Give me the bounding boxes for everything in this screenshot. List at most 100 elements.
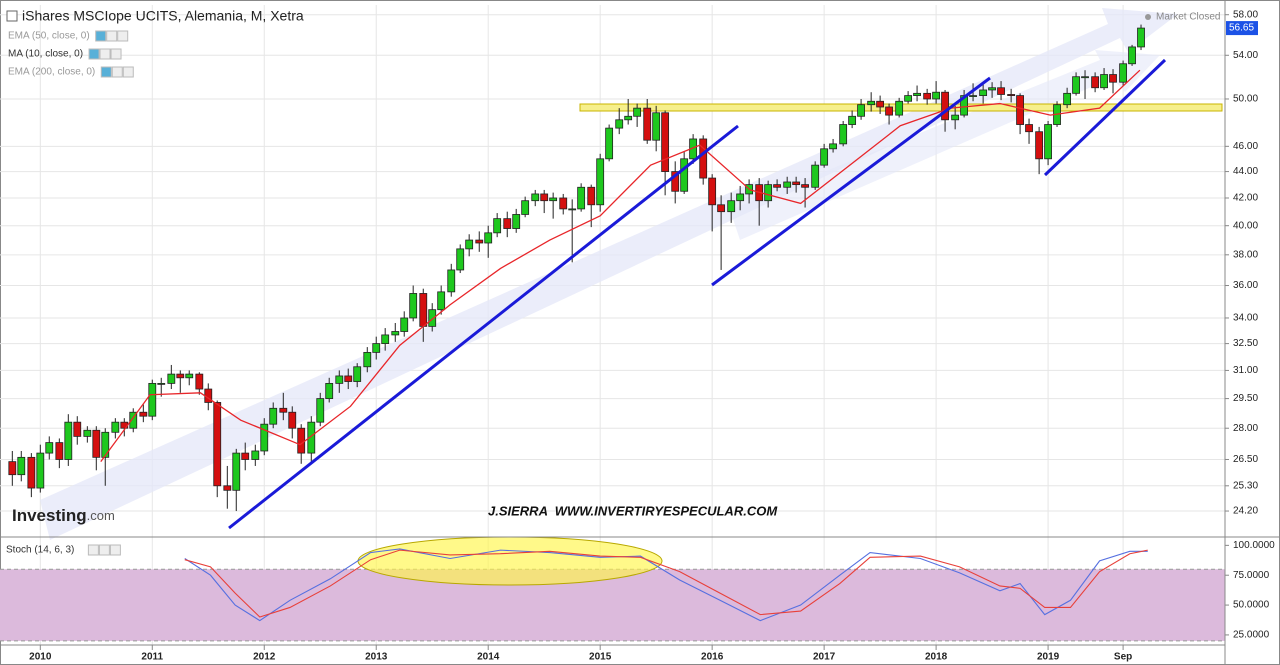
indicator-icon[interactable]	[122, 66, 134, 78]
y-tick-label: 46.00	[1233, 141, 1258, 152]
candle-body	[885, 106, 893, 116]
y-tick-label: 50.00	[1233, 94, 1258, 105]
candle-body	[736, 193, 745, 202]
candle-body	[232, 452, 241, 491]
indicator-label[interactable]: EMA (200, close, 0)	[8, 67, 95, 78]
candle-body	[176, 373, 185, 379]
candle-body	[428, 309, 437, 327]
indicator-label[interactable]: Stoch (14, 6, 3)	[6, 545, 74, 556]
trend-line	[1043, 58, 1167, 177]
indicator-lines	[100, 69, 1148, 622]
candle-body	[465, 239, 474, 250]
indicator-label[interactable]: MA (10, close, 0)	[8, 49, 83, 60]
candle-body	[587, 186, 596, 206]
candle-body	[652, 112, 661, 141]
candle-body	[895, 100, 904, 116]
y-tick-label: 38.00	[1233, 249, 1258, 260]
stoch-background	[0, 568, 1225, 642]
indicator-icon[interactable]	[106, 30, 118, 42]
indicator-icon[interactable]	[99, 48, 111, 60]
candle-body	[484, 232, 493, 244]
y-tick-label: 42.00	[1233, 193, 1258, 204]
x-tick-label: 2013	[365, 652, 388, 663]
candle-body	[1016, 95, 1024, 125]
y-tick-label: 40.00	[1233, 220, 1258, 231]
candle-body	[129, 411, 138, 429]
candle-body	[941, 91, 949, 121]
candle-body	[1072, 76, 1080, 94]
candle-body	[923, 92, 932, 100]
candle-body	[363, 351, 372, 368]
y-tick-label: 31.00	[1233, 365, 1258, 376]
x-tick-label: 2010	[29, 652, 52, 663]
indicator-icon[interactable]	[87, 544, 99, 556]
indicator-icon[interactable]	[88, 48, 100, 60]
indicator-icon[interactable]	[109, 544, 121, 556]
candle-body	[605, 127, 614, 160]
candle-body	[185, 373, 194, 379]
candle-body	[372, 343, 381, 353]
candle-body	[381, 334, 390, 344]
candle-body	[1100, 74, 1108, 89]
candle-body	[8, 461, 17, 476]
oscillator-line	[184, 549, 1148, 618]
candle-body	[988, 87, 996, 91]
candle-body	[773, 184, 782, 188]
candle-body	[195, 373, 204, 390]
y-tick-label: 75.0000	[1233, 570, 1270, 581]
candle-body	[829, 143, 837, 150]
candle-body	[680, 158, 689, 192]
candle-body	[783, 181, 792, 188]
trend-arrow	[40, 8, 1178, 540]
indicator-icon[interactable]	[95, 30, 107, 42]
indicator-icon[interactable]	[111, 66, 123, 78]
x-tick-label: 2017	[813, 652, 836, 663]
moving-average-line	[100, 69, 1141, 463]
candle-body	[913, 92, 921, 96]
y-tick-label: 25.30	[1233, 480, 1258, 491]
candle-body	[979, 89, 988, 96]
indicator-icon[interactable]	[110, 48, 122, 60]
candle-body	[27, 456, 36, 489]
candle-body	[1109, 74, 1117, 83]
candle-body	[297, 427, 306, 454]
indicator-label[interactable]: EMA (50, close, 0)	[8, 31, 90, 42]
candle-body	[801, 184, 809, 188]
candles	[8, 24, 1145, 512]
candle-body	[241, 452, 250, 460]
candle-body	[904, 95, 913, 102]
candle-body	[456, 248, 465, 271]
trend-line	[228, 124, 739, 530]
indicator-icon[interactable]	[98, 544, 110, 556]
candle-body	[521, 200, 530, 215]
indicator-icon[interactable]	[100, 66, 112, 78]
watermark: J.SIERRA WWW.INVERTIRYESPECULAR.COM	[488, 503, 778, 518]
candle-body	[400, 317, 409, 332]
candle-body	[540, 193, 549, 202]
candle-body	[596, 158, 605, 206]
candle-body	[969, 95, 977, 97]
candle-body	[55, 442, 64, 460]
candle-body	[92, 429, 101, 458]
x-tick-label: 2019	[1037, 652, 1060, 663]
candle-body	[867, 100, 876, 106]
candle-body	[997, 87, 1005, 95]
candle-body	[932, 91, 941, 100]
last-price-tag	[1226, 21, 1258, 36]
candle-body	[73, 421, 82, 437]
candle-body	[951, 114, 960, 121]
candle-body	[101, 431, 110, 458]
candle-body	[503, 218, 512, 229]
candle-body	[316, 398, 325, 423]
candle-body	[139, 411, 148, 417]
collapse-icon[interactable]	[6, 10, 18, 22]
candle-body	[876, 100, 885, 108]
indicator-icon[interactable]	[117, 30, 129, 42]
candle-body	[157, 382, 166, 385]
candle-body	[1081, 76, 1089, 79]
candle-body	[213, 402, 222, 487]
candle-body	[1025, 124, 1033, 133]
trend-line	[711, 76, 991, 287]
candle-body	[1007, 94, 1016, 96]
